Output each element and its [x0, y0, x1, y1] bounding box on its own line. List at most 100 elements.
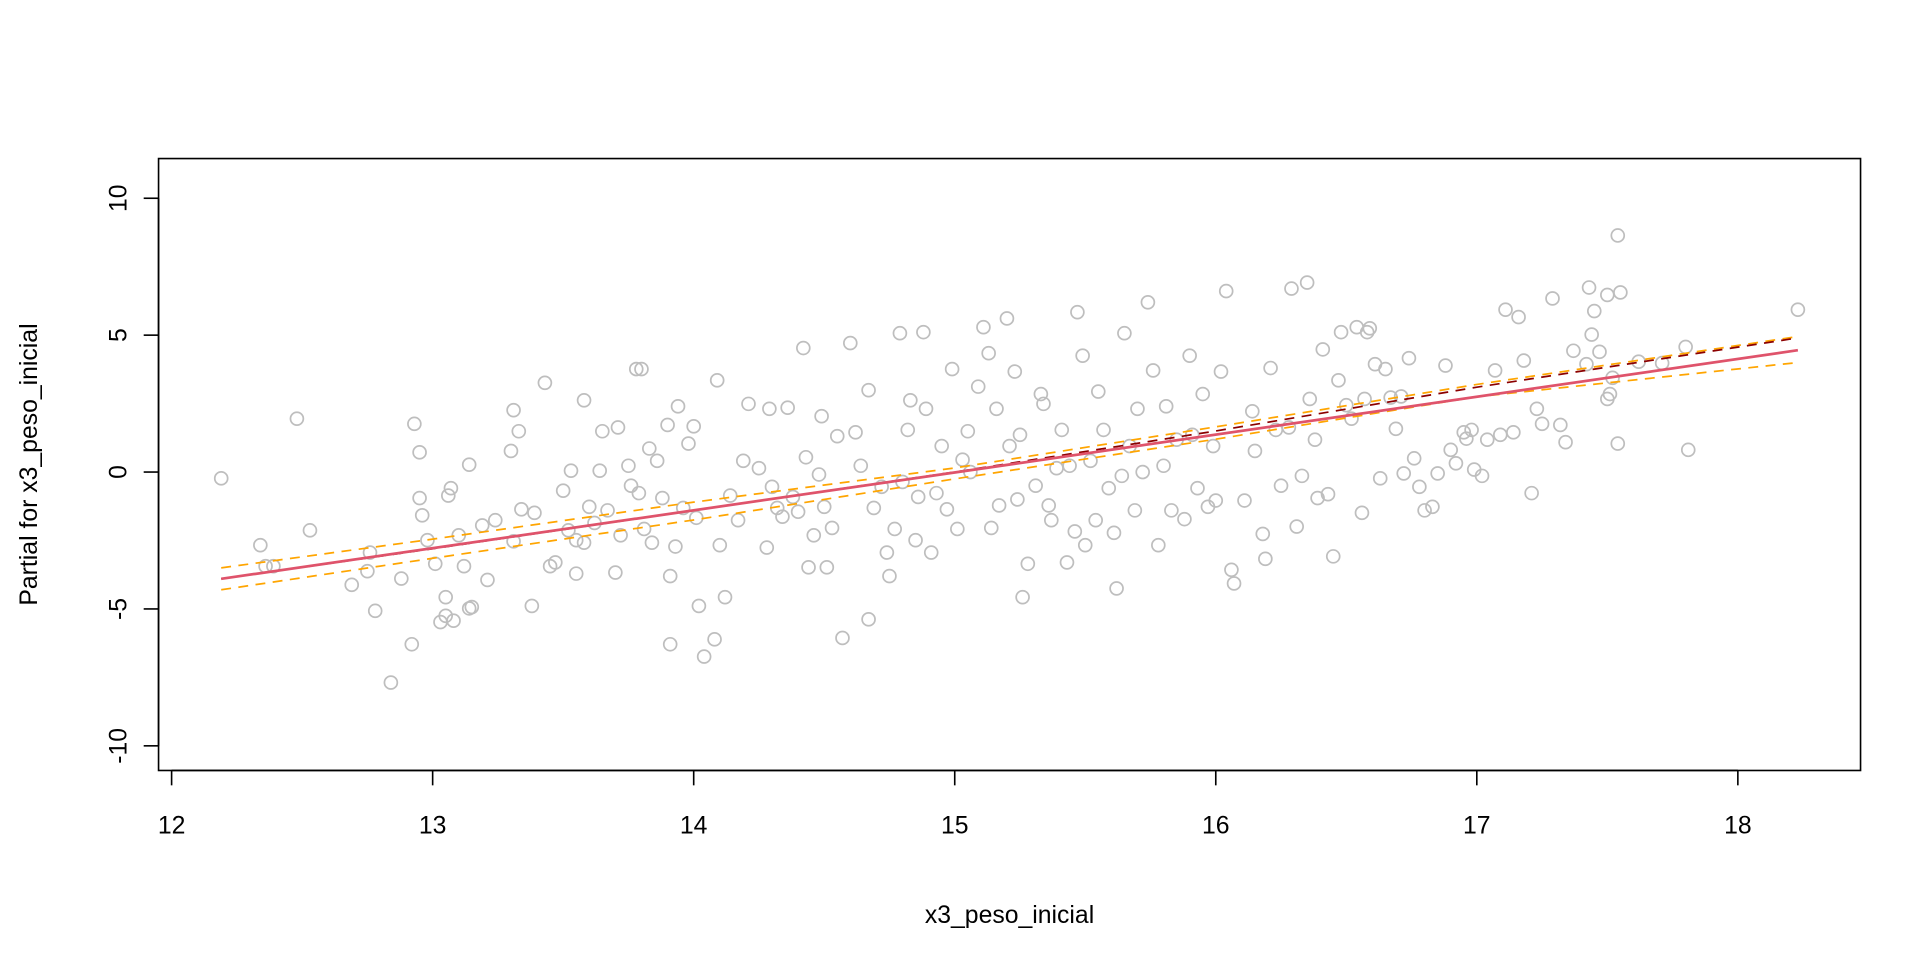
data-point	[829, 428, 845, 444]
data-point	[1258, 551, 1273, 567]
data-point	[407, 416, 422, 432]
data-point	[1208, 493, 1224, 508]
data-point	[1028, 478, 1043, 494]
y-tick-label: -5	[105, 598, 132, 620]
data-point	[1307, 432, 1323, 448]
data-point	[514, 501, 529, 517]
data-point	[688, 510, 704, 526]
data-point	[908, 532, 923, 548]
data-point	[1002, 438, 1017, 454]
data-point	[853, 458, 869, 474]
data-point	[882, 568, 897, 584]
data-point	[1226, 576, 1242, 591]
data-point	[503, 443, 519, 459]
data-point	[1020, 556, 1036, 572]
data-point	[662, 636, 678, 652]
data-point	[524, 598, 540, 614]
data-point	[1015, 589, 1030, 605]
data-point	[642, 441, 657, 456]
x-tick-label: 13	[419, 813, 447, 840]
data-point	[900, 422, 916, 438]
data-point	[537, 375, 553, 391]
data-point	[675, 500, 691, 516]
data-point	[412, 490, 427, 506]
data-point	[1075, 348, 1090, 363]
data-point	[480, 572, 495, 588]
data-point	[923, 545, 939, 560]
data-point	[887, 521, 902, 537]
x-tick-label: 14	[680, 813, 708, 840]
data-point	[1281, 420, 1297, 435]
data-point	[1070, 304, 1085, 320]
data-point	[1396, 466, 1412, 481]
data-point	[796, 340, 811, 356]
data-point	[511, 423, 527, 439]
data-point	[944, 361, 960, 377]
data-point	[976, 319, 991, 335]
data-point	[1586, 303, 1602, 319]
data-point	[1182, 348, 1197, 363]
data-point	[568, 566, 584, 581]
y-tick-label: 5	[105, 328, 132, 342]
data-point	[568, 532, 584, 548]
data-point	[1145, 363, 1161, 378]
y-axis-label: Partial for x3_peso_inicial	[16, 323, 43, 605]
y-axis: -10 -5 0 5 10	[105, 184, 160, 764]
data-point	[1320, 486, 1336, 502]
data-point	[1388, 421, 1404, 437]
data-point	[581, 499, 597, 515]
band-lower-line	[221, 361, 1798, 591]
data-point	[991, 498, 1007, 513]
data-point	[660, 417, 675, 433]
data-point	[1255, 526, 1271, 542]
data-point	[989, 401, 1004, 417]
data-point	[487, 512, 503, 528]
data-point	[1083, 453, 1098, 469]
data-point	[707, 632, 722, 647]
data-point	[1044, 512, 1059, 528]
data-point	[1506, 425, 1521, 440]
data-point	[691, 598, 707, 614]
data-point	[1613, 285, 1628, 300]
x-tick-label: 12	[158, 813, 186, 840]
data-point	[1464, 422, 1479, 438]
data-point	[1378, 361, 1393, 377]
data-point	[1529, 401, 1545, 417]
data-point	[686, 419, 701, 434]
data-point	[1077, 537, 1093, 553]
data-point	[1114, 468, 1130, 484]
data-point	[861, 382, 876, 398]
data-point	[1678, 339, 1693, 355]
data-point	[1412, 479, 1427, 495]
data-point	[302, 523, 318, 538]
data-point	[730, 512, 746, 528]
data-point	[1067, 524, 1083, 539]
data-point	[414, 507, 430, 523]
data-point	[741, 396, 756, 412]
data-point	[1130, 401, 1145, 417]
data-point	[1205, 438, 1221, 454]
data-point	[861, 612, 876, 627]
data-point	[1054, 422, 1070, 438]
data-point	[1096, 422, 1111, 438]
data-point	[1331, 373, 1346, 388]
data-point	[360, 563, 375, 579]
data-point	[1553, 417, 1568, 433]
data-point	[709, 373, 725, 388]
data-point	[1443, 442, 1459, 458]
data-point	[835, 630, 850, 646]
data-point	[1325, 549, 1341, 564]
data-point	[1600, 287, 1615, 303]
data-point	[1487, 363, 1503, 378]
x-tick-label: 17	[1463, 813, 1491, 840]
data-point	[751, 460, 767, 476]
data-point	[600, 503, 615, 518]
x-axis-label: x3_peso_inicial	[925, 902, 1094, 929]
data-point	[970, 379, 986, 394]
data-point	[1430, 466, 1445, 481]
data-point	[412, 445, 427, 460]
data-point	[555, 483, 571, 498]
data-point	[722, 488, 738, 503]
data-point	[910, 489, 926, 505]
data-point	[1012, 427, 1028, 443]
